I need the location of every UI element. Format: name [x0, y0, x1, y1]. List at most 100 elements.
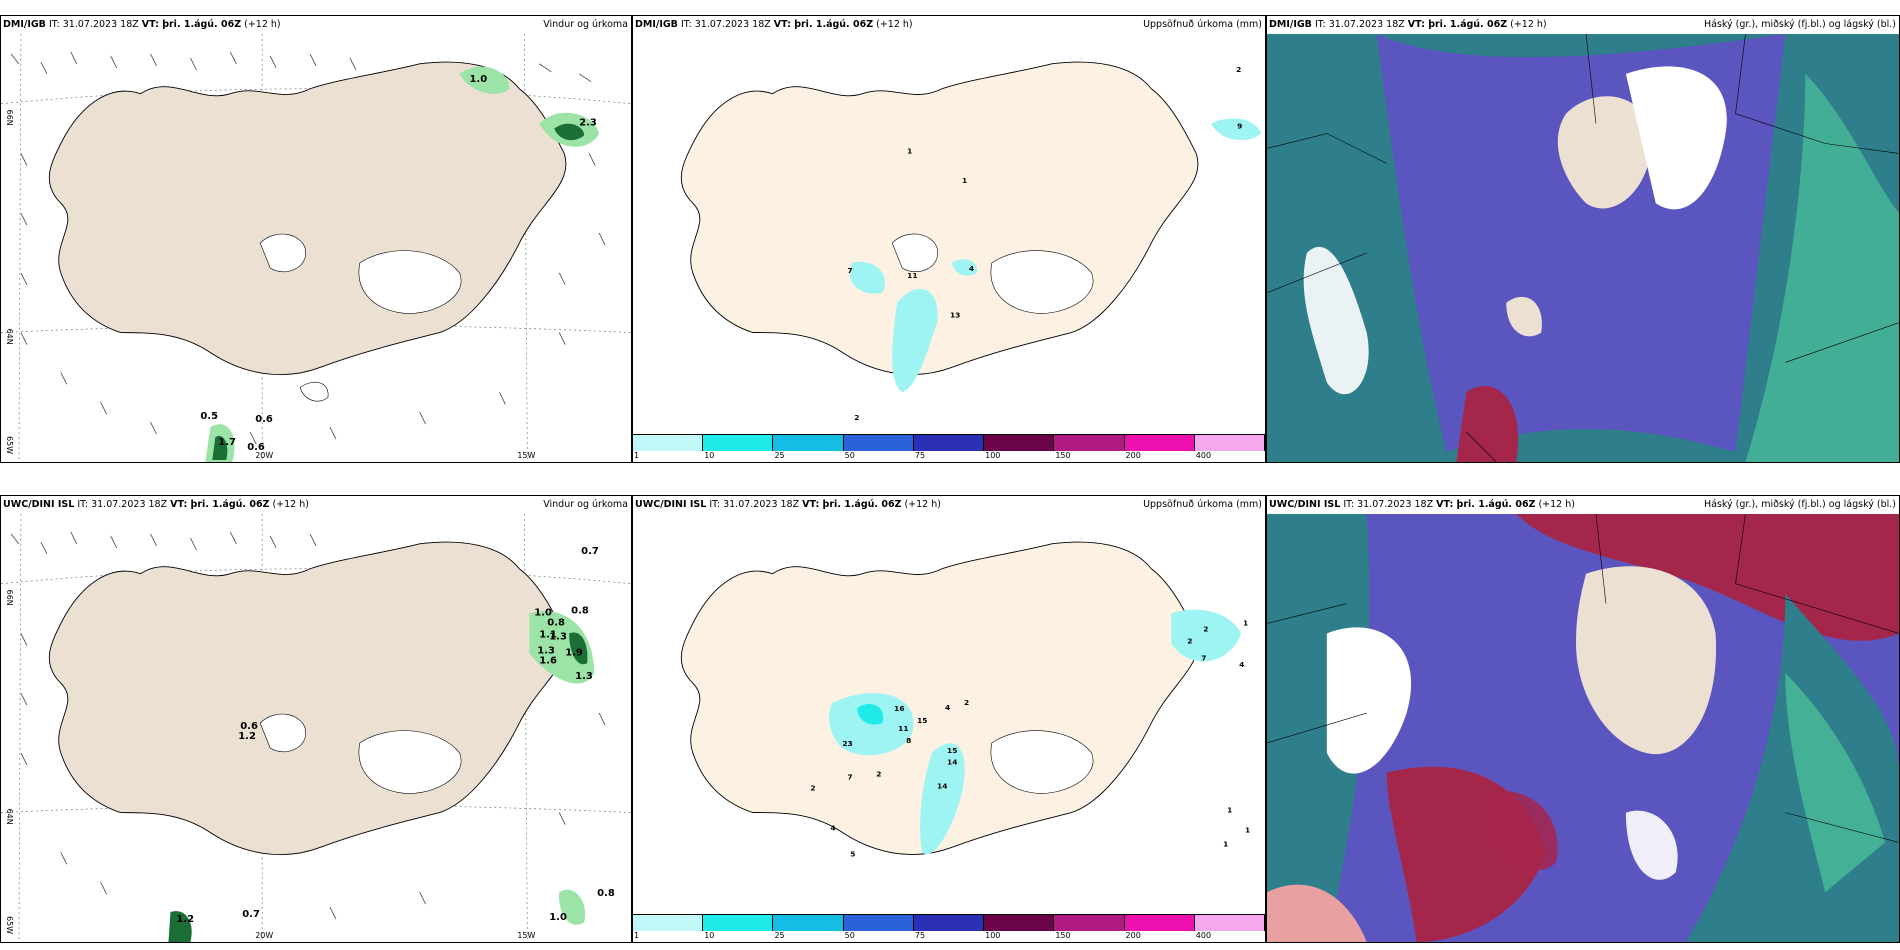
lat-66n-label: 66N [5, 110, 14, 126]
cloud-cover-map [1267, 34, 1899, 462]
wind-precip-map: 20W 15W 66N 64N 65W 1.0 2.3 0.5 0.6 1.7 … [1, 34, 631, 462]
precip-label: 1.9 [565, 647, 583, 658]
precip-label: 1.0 [549, 912, 567, 923]
precip-label: 1.2 [176, 914, 194, 925]
legend-swatch [913, 915, 985, 931]
panel-header: DMI/IGB IT: 31.07.2023 18Z VT: þri. 1.ág… [1267, 16, 1899, 34]
valid-time: VT: þri. 1.ágú. 06Z [141, 19, 242, 30]
precip-label: 0.6 [240, 721, 258, 732]
legend-tick-label: 400 [1195, 451, 1212, 460]
init-time: IT: 31.07.2023 18Z [48, 19, 139, 30]
precip-legend: 1 10 25 50 75 100 150 200 400 [633, 434, 1265, 462]
precip-label: 15 [947, 746, 957, 755]
precip-label: 4 [1239, 660, 1244, 669]
legend-swatch [1124, 915, 1195, 931]
map-panel-dmi-clouds: DMI/IGB IT: 31.07.2023 18Z VT: þri. 1.ág… [1266, 15, 1900, 463]
precip-label: 15 [917, 716, 927, 725]
legend-swatch [1194, 915, 1265, 931]
valid-time: VT: þri. 1.ágú. 06Z [170, 499, 270, 510]
precip-label: 1 [1245, 825, 1250, 834]
legend-tick-label: 75 [914, 931, 926, 940]
precip-label: 0.5 [200, 411, 218, 422]
legend-tick-label: 75 [914, 451, 926, 460]
lat-66n-label: 66N [5, 590, 14, 606]
precip-label: 11 [898, 724, 908, 733]
precip-label: 0.8 [571, 606, 589, 617]
accum-precip-map: 2 1 2 7 4 4 2 16 15 11 8 23 7 2 15 14 14… [633, 514, 1265, 914]
precip-label: 7 [847, 773, 852, 782]
lon-15w-label: 15W [517, 451, 535, 460]
precip-label: 0.6 [255, 414, 273, 425]
panel-header: UWC/DINI ISL IT: 31.07.2023 18Z VT: þri.… [633, 496, 1265, 514]
precip-label: 2 [810, 784, 815, 793]
legend-swatch [984, 435, 1055, 451]
legend-swatch [1054, 915, 1125, 931]
lon-15w-label: 15W [517, 931, 535, 940]
map-panel-dmi-precip: DMI/IGB IT: 31.07.2023 18Z VT: þri. 1.ág… [632, 15, 1266, 463]
lead-time: (+12 h) [904, 499, 941, 510]
precip-label: 16 [894, 704, 904, 713]
legend-tick-label: 10 [704, 931, 715, 940]
lat-65w-label: 65W [5, 436, 14, 454]
panel-title: Vindur og úrkoma [543, 499, 628, 510]
lead-time: (+12 h) [1510, 19, 1547, 30]
model-name: DMI/IGB [635, 19, 678, 30]
precip-label: 4 [945, 703, 950, 712]
model-name: UWC/DINI ISL [635, 499, 707, 510]
legend-tick-label: 200 [1125, 931, 1141, 940]
legend-tick-label: 50 [844, 451, 855, 460]
legend-tick-label: 100 [985, 931, 1001, 940]
precip-label: 13 [950, 311, 960, 320]
accum-precip-map: 2 9 1 1 7 11 4 13 2 [633, 34, 1265, 434]
legend-swatch [703, 915, 774, 931]
cloud-cover-map [1267, 514, 1899, 942]
precip-label: 1.2 [238, 731, 256, 742]
precip-label: 1.3 [537, 645, 555, 656]
lat-64n-label: 64N [5, 329, 14, 345]
panel-title: Háský (gr.), miðský (fj.bl.) og lágský (… [1703, 19, 1896, 30]
precip-label: 1 [962, 176, 967, 185]
precip-label: 14 [947, 758, 957, 767]
precip-label: 0.8 [597, 888, 615, 899]
legend-swatch [773, 435, 844, 451]
precip-label: 1 [1243, 618, 1248, 627]
panel-title: Uppsöfnuð úrkoma (mm) [1143, 19, 1262, 30]
legend-tick-label: 10 [704, 451, 715, 460]
panel-header: UWC/DINI ISL IT: 31.07.2023 18Z VT: þri.… [1267, 496, 1899, 514]
precip-label: 7 [1201, 653, 1206, 662]
lead-time: (+12 h) [272, 499, 309, 510]
precip-label: 7 [847, 266, 852, 275]
panel-title: Vindur og úrkoma [543, 19, 628, 30]
panel-title: Uppsöfnuð úrkoma (mm) [1143, 499, 1262, 510]
valid-time: VT: þri. 1.ágú. 06Z [773, 19, 874, 30]
precip-label: 0.7 [581, 546, 599, 557]
lat-65w-label: 65W [5, 916, 14, 934]
legend-swatch [633, 915, 704, 931]
precip-label: 2 [964, 698, 969, 707]
precip-label: 5 [850, 849, 855, 858]
legend-swatch [843, 915, 914, 931]
precip-label: 0.8 [547, 617, 565, 628]
precip-legend: 1 10 25 50 75 100 150 200 400 [633, 914, 1265, 942]
lead-time: (+12 h) [1538, 499, 1575, 510]
precip-label: 1.3 [575, 671, 593, 682]
legend-swatch [984, 915, 1055, 931]
legend-swatch [773, 915, 844, 931]
precip-label: 0.6 [247, 442, 265, 453]
legend-swatch [1054, 435, 1125, 451]
init-time: IT: 31.07.2023 18Z [77, 499, 168, 510]
legend-tick-label: 50 [844, 931, 855, 940]
legend-swatch [633, 435, 704, 451]
model-name: DMI/IGB [3, 19, 46, 30]
legend-tick-label: 25 [774, 451, 785, 460]
wind-precip-map: 20W 15W 66N 64N 65W 0.7 1.0 0.8 0.8 1.1 … [1, 514, 631, 942]
panel-header: UWC/DINI ISL IT: 31.07.2023 18Z VT: þri.… [1, 496, 631, 514]
init-time: IT: 31.07.2023 18Z [680, 19, 771, 30]
valid-time: VT: þri. 1.ágú. 06Z [1407, 19, 1508, 30]
lat-64n-label: 64N [5, 809, 14, 825]
precip-label: 9 [1237, 122, 1242, 131]
legend-swatch [1124, 435, 1195, 451]
precip-label: 23 [842, 739, 852, 748]
legend-tick-label: 150 [1055, 931, 1071, 940]
map-panel-uwc-precip: UWC/DINI ISL IT: 31.07.2023 18Z VT: þri.… [632, 495, 1266, 943]
